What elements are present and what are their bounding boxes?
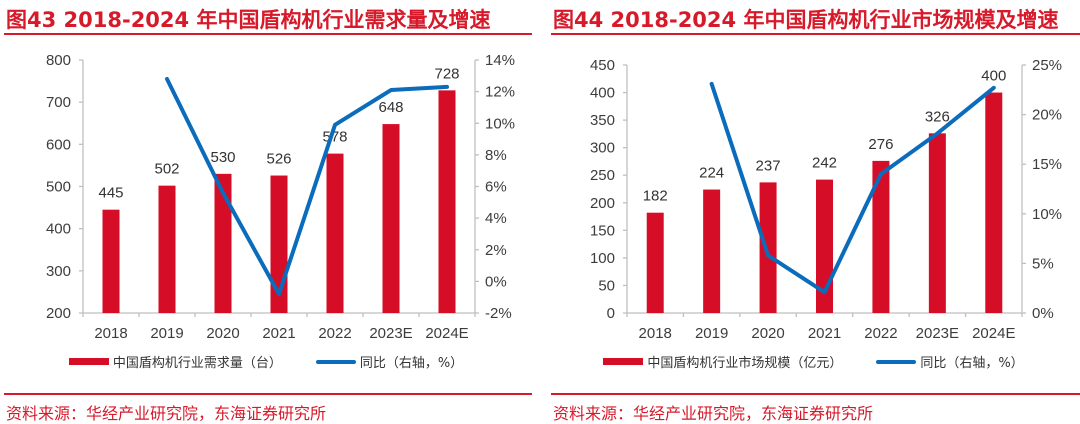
x-axis-tick-label: 2019 <box>150 325 183 342</box>
left-axis-tick-label: 600 <box>46 136 71 153</box>
right-axis-tick-label: 12% <box>485 84 515 101</box>
bar <box>646 212 664 313</box>
right-axis-tick-label: -2% <box>485 305 512 322</box>
bar-data-label: 224 <box>699 165 724 182</box>
chart-legend: 中国盾构机行业市场规模（亿元） 同比（右轴，%） <box>547 352 1080 371</box>
right-axis-tick-label: 20% <box>1032 107 1062 124</box>
right-axis-tick-label: 0% <box>1032 305 1054 322</box>
bar-data-label: 242 <box>812 155 837 172</box>
bar <box>438 90 456 313</box>
market-size-chart: 0 50 100 150 200 250 300 350 400 450 0% 5% 10% 15% 20%… <box>590 57 1062 342</box>
bar <box>326 153 344 313</box>
right-axis-tick-label: 2% <box>485 242 507 259</box>
x-axis-tick-label: 2023E <box>916 325 959 342</box>
title-divider <box>4 33 532 35</box>
x-axis-tick-label: 2019 <box>695 325 728 342</box>
left-axis-tick-label: 300 <box>590 140 615 157</box>
x-axis-tick-label: 2018 <box>639 325 672 342</box>
left-axis-tick-label: 700 <box>46 94 71 111</box>
legend-item-line: 同比（右轴，%） <box>876 352 1024 371</box>
left-axis-tick-label: 50 <box>598 277 615 294</box>
right-axis-tick-label: 5% <box>1032 255 1054 272</box>
title-divider <box>551 33 1080 35</box>
bar <box>382 124 400 314</box>
x-axis-tick-label: 2020 <box>751 325 784 342</box>
bar-data-label: 530 <box>210 149 235 166</box>
left-axis-tick-label: 400 <box>590 85 615 102</box>
figure-44-panel: 图44 2018-2024 年中国盾构机行业市场规模及增速 0 50 100 150 2… <box>547 0 1080 424</box>
demand-chart: 200 300 400 500 600 700 800 -2% 0% 2% 4% 6% 8% 10% 12%… <box>46 52 515 342</box>
x-axis-tick-label: 2020 <box>206 325 239 342</box>
bar-data-label: 400 <box>981 68 1006 85</box>
bar <box>214 173 232 313</box>
source-note: 资料来源：华经产业研究院，东海证券研究所 <box>6 404 327 423</box>
bar-swatch-icon <box>603 358 644 365</box>
figure-title: 图43 2018-2024 年中国盾构机行业需求量及增速 <box>6 8 491 32</box>
x-axis-tick-label: 2022 <box>318 325 351 342</box>
legend-item-bar: 中国盾构机行业需求量（台） <box>68 352 282 371</box>
left-axis-tick-label: 400 <box>46 221 71 238</box>
chart-legend: 中国盾构机行业需求量（台） 同比（右轴，%） <box>0 352 532 371</box>
left-axis-tick-label: 200 <box>590 195 615 212</box>
right-axis-tick-label: 10% <box>485 115 515 132</box>
line-swatch-icon <box>315 359 356 364</box>
bar <box>928 133 946 313</box>
x-axis-tick-label: 2023E <box>369 325 412 342</box>
legend-label-bar: 中国盾构机行业需求量（台） <box>112 356 282 371</box>
x-axis-tick-label: 2021 <box>808 325 841 342</box>
figure-title: 图44 2018-2024 年中国盾构机行业市场规模及增速 <box>553 8 1059 32</box>
source-note: 资料来源：华经产业研究院，东海证券研究所 <box>553 404 874 423</box>
bar <box>158 185 176 313</box>
bar <box>872 160 890 313</box>
left-axis-tick-label: 800 <box>46 52 71 69</box>
left-axis-tick-label: 450 <box>590 57 615 74</box>
bar <box>703 189 721 313</box>
x-axis-tick-label: 2024E <box>972 325 1015 342</box>
right-axis-tick-label: 10% <box>1032 206 1062 223</box>
growth-rate-line <box>709 81 996 295</box>
legend-item-bar: 中国盾构机行业市场规模（亿元） <box>603 352 842 371</box>
legend-item-line: 同比（右轴，%） <box>315 352 464 371</box>
right-axis-tick-label: 8% <box>485 147 507 164</box>
bar-swatch-icon <box>68 358 109 365</box>
left-axis-tick-label: 500 <box>46 179 71 196</box>
left-axis-tick-label: 200 <box>46 305 71 322</box>
bar-data-label: 276 <box>868 136 893 153</box>
bar-data-label: 182 <box>643 188 668 205</box>
source-divider <box>551 393 1080 395</box>
left-axis-tick-label: 250 <box>590 167 615 184</box>
line-swatch-icon <box>876 359 917 364</box>
legend-label-bar: 中国盾构机行业市场规模（亿元） <box>647 356 843 371</box>
bar-data-label: 445 <box>98 185 123 202</box>
left-axis-tick-label: 150 <box>590 222 615 239</box>
bar-data-label: 502 <box>154 161 179 178</box>
bar-data-label: 728 <box>434 65 459 82</box>
right-axis-tick-label: 0% <box>485 273 507 290</box>
x-axis-tick-label: 2021 <box>262 325 295 342</box>
x-axis-tick-label: 2018 <box>94 325 127 342</box>
bar <box>985 92 1003 313</box>
left-axis-tick-label: 350 <box>590 112 615 129</box>
left-axis-tick-label: 300 <box>46 263 71 280</box>
legend-label-line: 同比（右轴，%） <box>359 356 464 371</box>
bar-data-label: 526 <box>266 151 291 168</box>
right-axis-tick-label: 25% <box>1032 57 1062 74</box>
left-axis-tick-label: 100 <box>590 250 615 267</box>
source-divider <box>4 393 532 395</box>
right-axis-tick-label: 14% <box>485 52 515 69</box>
bar <box>102 209 120 313</box>
right-axis-tick-label: 6% <box>485 179 507 196</box>
bar-data-label: 326 <box>925 108 950 125</box>
bar <box>759 182 777 313</box>
figure-43-panel: 图43 2018-2024 年中国盾构机行业需求量及增速 200 300 400 50… <box>0 0 532 424</box>
bar-data-label: 237 <box>756 157 781 174</box>
x-axis-tick-label: 2024E <box>425 325 468 342</box>
bar-data-label: 648 <box>378 99 403 116</box>
legend-label-line: 同比（右轴，%） <box>920 356 1024 371</box>
x-axis-tick-label: 2022 <box>864 325 897 342</box>
right-axis-tick-label: 4% <box>485 210 507 227</box>
growth-rate-line <box>165 76 449 297</box>
left-axis-tick-label: 0 <box>607 305 615 322</box>
right-axis-tick-label: 15% <box>1032 156 1062 173</box>
